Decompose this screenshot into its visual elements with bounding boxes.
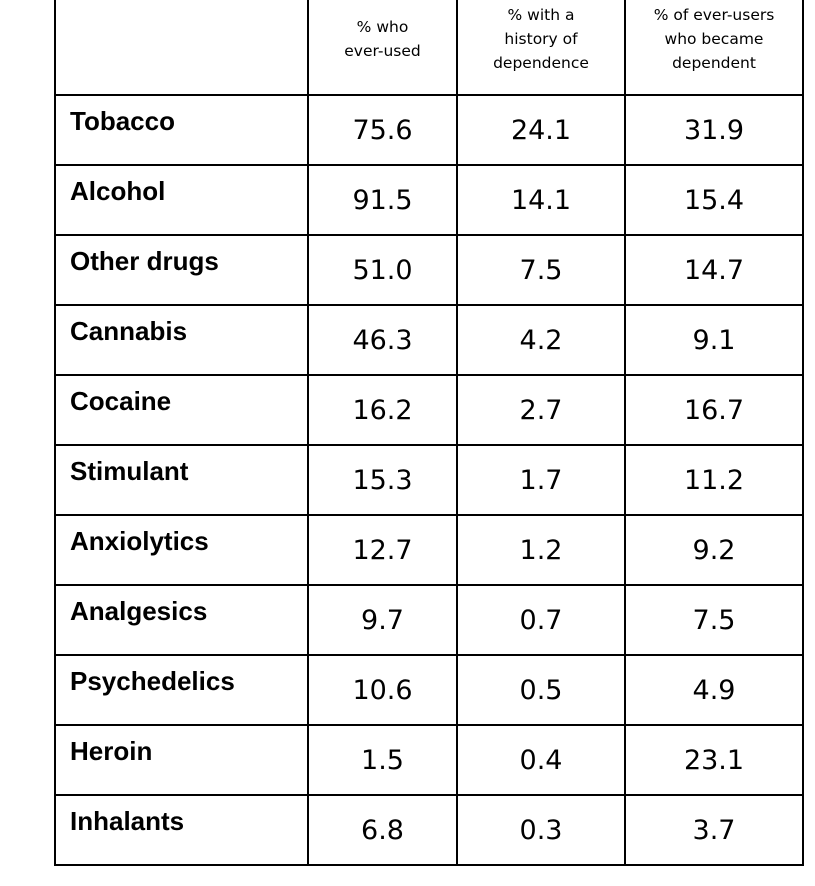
cell-ever-used: 9.7 <box>307 584 458 656</box>
cell-ever-used: 91.5 <box>307 164 458 236</box>
cell-ever-users-dependent: 9.1 <box>624 304 804 376</box>
dependence-table: % who ever-used % with a history of depende… <box>54 0 804 866</box>
cell-history-of-dependence: 1.2 <box>456 514 626 586</box>
cell-ever-used: 75.6 <box>307 94 458 166</box>
cell-ever-used: 12.7 <box>307 514 458 586</box>
table-row: Stimulant 15.3 1.7 11.2 <box>54 444 804 516</box>
cell-history-of-dependence: 0.5 <box>456 654 626 726</box>
table-row: Analgesics 9.7 0.7 7.5 <box>54 584 804 656</box>
table-row: Anxiolytics 12.7 1.2 9.2 <box>54 514 804 586</box>
cell-ever-users-dependent: 15.4 <box>624 164 804 236</box>
row-label: Analgesics <box>54 584 309 656</box>
cell-history-of-dependence: 0.4 <box>456 724 626 796</box>
row-label: Other drugs <box>54 234 309 306</box>
cell-ever-users-dependent: 16.7 <box>624 374 804 446</box>
dependence-table-container: % who ever-used % with a history of depende… <box>54 0 804 866</box>
row-label: Cannabis <box>54 304 309 376</box>
header-corner-cell <box>54 0 309 96</box>
row-label: Anxiolytics <box>54 514 309 586</box>
table-row: Tobacco 75.6 24.1 31.9 <box>54 94 804 166</box>
cell-ever-used: 46.3 <box>307 304 458 376</box>
cell-history-of-dependence: 24.1 <box>456 94 626 166</box>
row-label: Inhalants <box>54 794 309 866</box>
cell-history-of-dependence: 7.5 <box>456 234 626 306</box>
header-ever-users-dependent: % of ever-users who became dependent <box>624 0 804 96</box>
cell-history-of-dependence: 2.7 <box>456 374 626 446</box>
header-history-of-dependence: % with a history of dependence <box>456 0 626 96</box>
cell-ever-used: 6.8 <box>307 794 458 866</box>
table-row: Other drugs 51.0 7.5 14.7 <box>54 234 804 306</box>
cell-ever-users-dependent: 31.9 <box>624 94 804 166</box>
cell-ever-users-dependent: 11.2 <box>624 444 804 516</box>
table-row: Alcohol 91.5 14.1 15.4 <box>54 164 804 236</box>
cell-ever-users-dependent: 4.9 <box>624 654 804 726</box>
table-row: Inhalants 6.8 0.3 3.7 <box>54 794 804 866</box>
cell-ever-users-dependent: 14.7 <box>624 234 804 306</box>
cell-ever-used: 1.5 <box>307 724 458 796</box>
cell-ever-used: 51.0 <box>307 234 458 306</box>
table-row: Cannabis 46.3 4.2 9.1 <box>54 304 804 376</box>
table-row: Psychedelics 10.6 0.5 4.9 <box>54 654 804 726</box>
cell-ever-users-dependent: 7.5 <box>624 584 804 656</box>
header-ever-used: % who ever-used <box>307 0 458 96</box>
cell-ever-used: 16.2 <box>307 374 458 446</box>
table-row: Heroin 1.5 0.4 23.1 <box>54 724 804 796</box>
row-label: Cocaine <box>54 374 309 446</box>
row-label: Stimulant <box>54 444 309 516</box>
table-row: Cocaine 16.2 2.7 16.7 <box>54 374 804 446</box>
row-label: Psychedelics <box>54 654 309 726</box>
cell-history-of-dependence: 14.1 <box>456 164 626 236</box>
cell-ever-used: 10.6 <box>307 654 458 726</box>
cell-ever-users-dependent: 3.7 <box>624 794 804 866</box>
row-label: Heroin <box>54 724 309 796</box>
row-label: Tobacco <box>54 94 309 166</box>
row-label: Alcohol <box>54 164 309 236</box>
header-row: % who ever-used % with a history of depende… <box>54 0 804 96</box>
cell-ever-users-dependent: 9.2 <box>624 514 804 586</box>
cell-history-of-dependence: 4.2 <box>456 304 626 376</box>
table-body: Tobacco 75.6 24.1 31.9 Alcohol 91.5 14.1 15.4 Ot… <box>54 94 804 866</box>
cell-ever-used: 15.3 <box>307 444 458 516</box>
cell-history-of-dependence: 1.7 <box>456 444 626 516</box>
cell-history-of-dependence: 0.7 <box>456 584 626 656</box>
cell-ever-users-dependent: 23.1 <box>624 724 804 796</box>
cell-history-of-dependence: 0.3 <box>456 794 626 866</box>
